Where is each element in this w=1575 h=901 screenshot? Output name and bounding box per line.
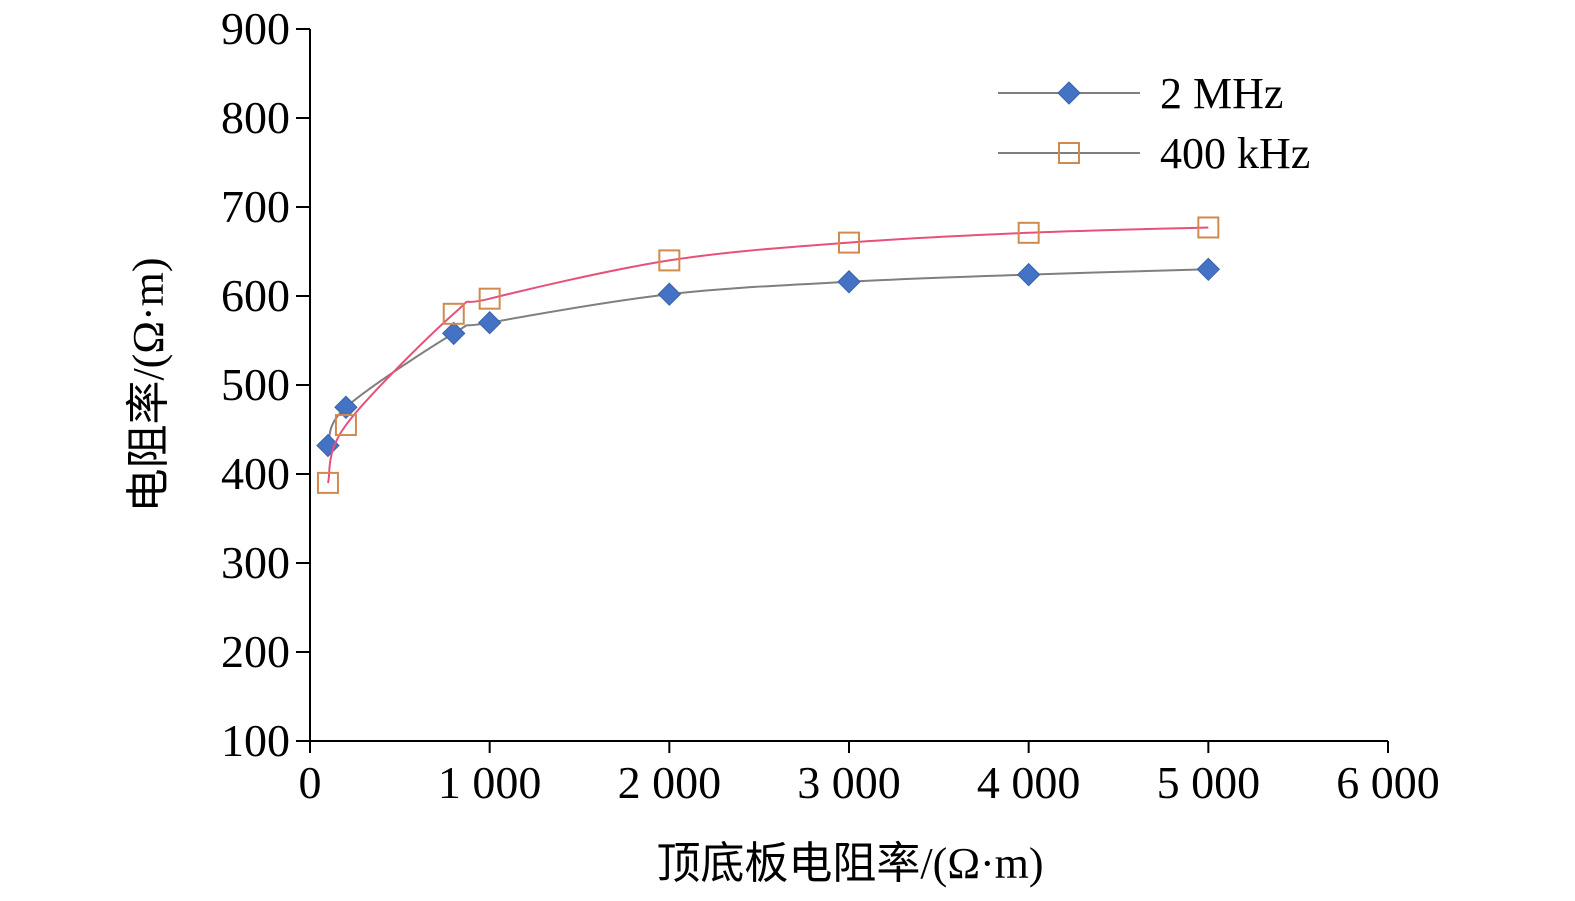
x-tick-label: 0 (299, 757, 322, 808)
x-tick-label: 6 000 (1336, 757, 1440, 808)
x-tick-label: 5 000 (1157, 757, 1261, 808)
data-point (477, 310, 502, 335)
data-point (837, 270, 861, 294)
series-2 (316, 216, 1220, 494)
data-point (334, 395, 358, 419)
x-axis-ticks: 0 1 000 2 000 3 000 4 000 5 000 6 000 (299, 741, 1440, 808)
series-line (326, 226, 1209, 484)
data-point (478, 287, 501, 310)
y-axis-title: 电阻率/(Ω·m) (124, 257, 173, 512)
legend-label: 2 MHz (1160, 69, 1283, 118)
y-tick-label: 500 (221, 359, 290, 410)
legend-item: 400 kHz (998, 129, 1310, 178)
x-tick-label: 2 000 (618, 757, 722, 808)
data-point (657, 282, 682, 306)
y-tick-label: 300 (221, 537, 290, 588)
series-line (327, 268, 1209, 446)
y-axis-ticks: 100 200 300 400 500 600 700 800 900 (221, 3, 310, 766)
data-point (334, 414, 357, 437)
data-point (442, 321, 466, 346)
x-tick-label: 4 000 (977, 757, 1081, 808)
legend-item: 2 MHz (998, 69, 1283, 118)
y-tick-label: 200 (221, 626, 290, 677)
x-axis-title: 顶底板电阻率/(Ω·m) (656, 839, 1043, 888)
data-point (838, 231, 860, 254)
y-tick-label: 600 (221, 270, 290, 321)
y-tick-label: 900 (221, 3, 290, 54)
y-tick-label: 700 (221, 181, 290, 232)
data-point (1016, 262, 1041, 287)
legend-marker (1058, 142, 1080, 164)
data-point (1197, 216, 1220, 239)
series-layer (316, 216, 1221, 494)
data-point (316, 433, 340, 458)
data-point (316, 471, 339, 494)
axes: 100 200 300 400 500 600 700 800 900 0 1 000 2 000 3… (221, 3, 1440, 808)
data-point (658, 249, 681, 272)
legend: 2 MHz 400 kHz (998, 69, 1310, 178)
x-tick-label: 1 000 (438, 757, 542, 808)
y-tick-label: 800 (221, 92, 290, 143)
legend-label: 400 kHz (1160, 129, 1310, 178)
data-point (1196, 257, 1221, 282)
y-tick-label: 100 (221, 715, 290, 766)
x-tick-label: 3 000 (797, 757, 901, 808)
data-point (1017, 221, 1040, 244)
data-point (442, 302, 465, 325)
legend-marker (1057, 81, 1081, 105)
series-1 (316, 257, 1221, 458)
y-tick-label: 400 (221, 448, 290, 499)
